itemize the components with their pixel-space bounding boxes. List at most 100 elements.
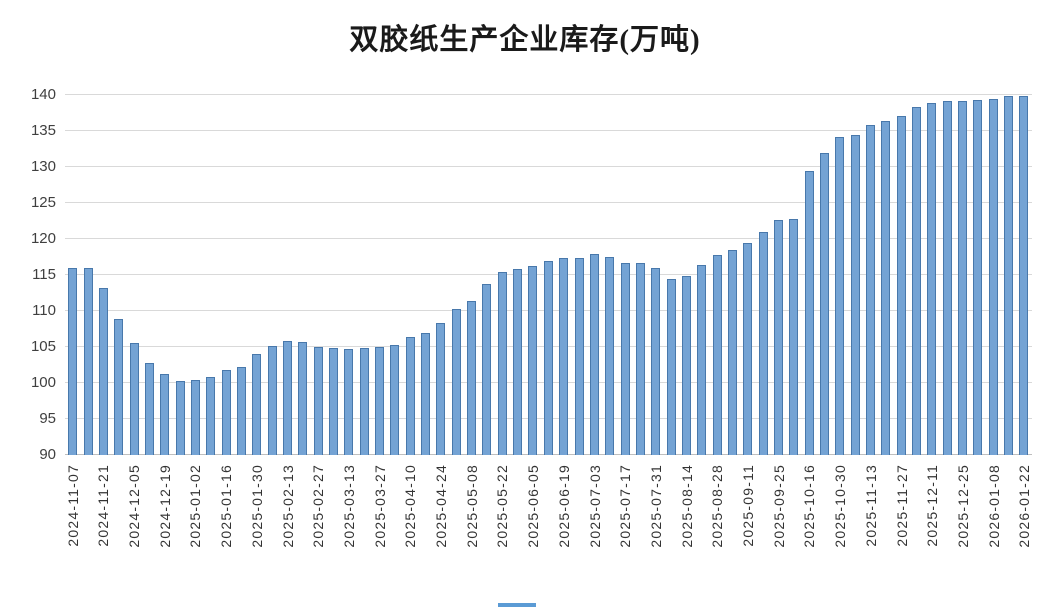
- bar: [697, 264, 707, 455]
- bar: [190, 380, 200, 455]
- bar-slot: [157, 95, 172, 455]
- bar-slot: [479, 95, 494, 455]
- bar: [559, 258, 569, 455]
- bar: [421, 332, 431, 455]
- bar-slot: [188, 95, 203, 455]
- y-axis-tick-label: 120: [30, 230, 56, 247]
- bar-slot: [142, 95, 157, 455]
- bar: [482, 284, 492, 455]
- bar-slot: [617, 95, 632, 455]
- bar-slot: [1001, 95, 1016, 455]
- bar: [804, 170, 814, 455]
- bar: [850, 135, 860, 455]
- bar: [252, 354, 262, 455]
- bar-slot: [602, 95, 617, 455]
- x-axis-tick-label: 2025-01-16: [218, 464, 235, 548]
- bar-slot: [663, 95, 678, 455]
- bar-slot: [126, 95, 141, 455]
- y-axis-tick-label: 110: [32, 302, 56, 319]
- bar: [405, 336, 415, 455]
- x-axis-tick-label: 2024-11-21: [95, 464, 112, 547]
- bar-slot: [986, 95, 1001, 455]
- bar: [835, 136, 845, 455]
- x-axis-tick-label: 2025-08-28: [709, 464, 726, 548]
- bar-slot: [694, 95, 709, 455]
- bar: [866, 124, 876, 455]
- bar: [497, 272, 507, 455]
- bar: [513, 268, 523, 455]
- gridline: [65, 130, 1032, 131]
- bar: [912, 106, 922, 455]
- bar: [267, 345, 277, 455]
- y-axis: 90 95 100 105 110 115 120 125 130 135 140: [0, 87, 56, 463]
- x-axis-tick-label: 2025-04-10: [402, 464, 419, 548]
- bar: [114, 318, 124, 455]
- bar-slot: [80, 95, 95, 455]
- bar: [681, 275, 691, 455]
- gridline: [65, 202, 1032, 203]
- y-axis-tick-label: 115: [32, 266, 56, 283]
- x-axis: 2024-11-07 2024-11-21 2024-12-05 2024-12-19…: [64, 455, 1033, 605]
- chart-title: 双胶纸生产企业库存(万吨): [349, 24, 701, 56]
- y-axis-tick-label: 105: [30, 338, 56, 355]
- bar-slot: [755, 95, 770, 455]
- bar-slot: [280, 95, 295, 455]
- gridline: [65, 238, 1032, 239]
- bar: [129, 343, 139, 455]
- bar-slot: [924, 95, 939, 455]
- plot-area: [65, 94, 1032, 455]
- bar: [942, 100, 952, 455]
- bar: [958, 100, 968, 455]
- x-axis-tick-label: 2025-10-16: [801, 464, 818, 548]
- bar-slot: [633, 95, 648, 455]
- x-axis-tick-label: 2025-05-08: [463, 464, 480, 548]
- bar-slot: [909, 95, 924, 455]
- bar: [68, 267, 78, 455]
- x-axis-tick-label: 2025-09-25: [770, 464, 787, 548]
- bar-slot: [311, 95, 326, 455]
- bar-slot: [955, 95, 970, 455]
- y-axis-tick-label: 140: [30, 86, 56, 103]
- bar-slot: [234, 95, 249, 455]
- bar: [1004, 95, 1014, 455]
- bar: [727, 249, 737, 455]
- bar: [144, 362, 154, 455]
- bar-slot: [387, 95, 402, 455]
- bar: [467, 300, 477, 455]
- bar-slot: [878, 95, 893, 455]
- bar-slot: [863, 95, 878, 455]
- x-axis-tick-label: 2025-03-13: [340, 464, 357, 548]
- x-axis-tick-label: 2024-11-07: [64, 464, 81, 547]
- bar: [605, 257, 615, 455]
- bar-slot: [357, 95, 372, 455]
- bar: [236, 367, 246, 455]
- bar: [789, 218, 799, 455]
- bar: [98, 287, 108, 455]
- bar-slot: [464, 95, 479, 455]
- x-axis-tick-label: 2025-04-24: [433, 464, 450, 548]
- bar: [83, 267, 93, 455]
- bar: [359, 347, 369, 455]
- bar-slot: [326, 95, 341, 455]
- bar-slot: [111, 95, 126, 455]
- bar: [160, 374, 170, 455]
- bar-slot: [587, 95, 602, 455]
- bar: [436, 322, 446, 455]
- x-axis-tick-label: 2025-12-11: [924, 464, 941, 547]
- y-axis-tick-label: 90: [39, 446, 56, 463]
- y-axis-tick-label: 130: [30, 158, 56, 175]
- y-axis-tick-label: 100: [30, 374, 56, 391]
- bar-slot: [894, 95, 909, 455]
- bar: [758, 231, 768, 455]
- bar-slot: [433, 95, 448, 455]
- x-axis-tick-label: 2025-12-25: [954, 464, 971, 548]
- bar-slot: [709, 95, 724, 455]
- bar: [712, 254, 722, 455]
- x-axis-tick-label: 2025-06-05: [525, 464, 542, 548]
- x-axis-tick-label: 2025-02-13: [279, 464, 296, 548]
- x-axis-tick-label: 2024-12-05: [126, 464, 143, 548]
- bar-slot: [249, 95, 264, 455]
- bar: [666, 278, 676, 455]
- y-axis-tick-label: 125: [30, 194, 56, 211]
- bar-slot: [940, 95, 955, 455]
